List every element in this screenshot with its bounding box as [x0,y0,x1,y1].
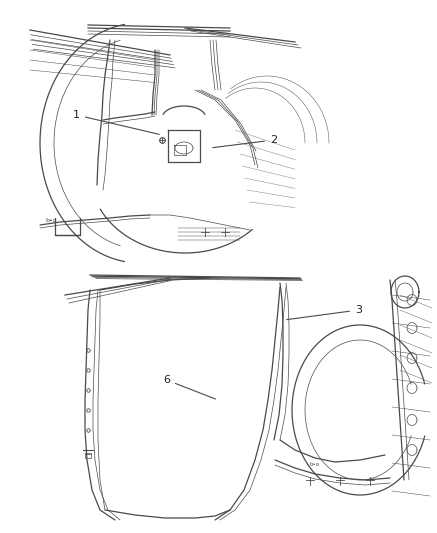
Text: 3: 3 [287,305,362,320]
Bar [85,453,91,458]
Text: 2: 2 [213,135,277,148]
Text: 6: 6 [163,375,215,399]
Text: 1: 1 [73,110,160,134]
Text: b•o: b•o [45,218,57,223]
Text: b•o: b•o [310,462,320,467]
